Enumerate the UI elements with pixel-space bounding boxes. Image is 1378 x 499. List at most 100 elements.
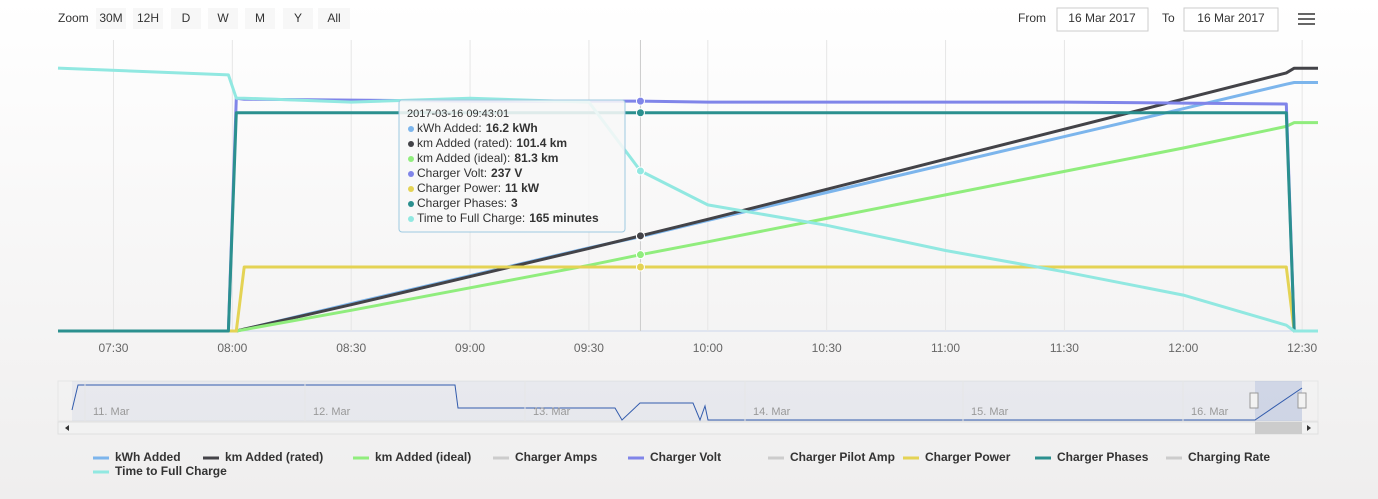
hover-marker [635,108,645,118]
legend-label: Charging Rate [1188,450,1270,464]
legend-label: km Added (rated) [225,450,323,464]
navigator-handle[interactable] [1297,392,1307,409]
legend-item[interactable]: km Added (rated) [203,450,323,464]
navigator-handle[interactable] [1249,392,1259,409]
tooltip-box [398,99,626,233]
hover-marker [635,96,645,106]
legend-label: km Added (ideal) [375,450,471,464]
hover-marker [635,262,645,272]
tooltip-label: Charger Volt: [417,166,487,180]
tooltip-row: km Added (rated): 101.4 km [417,136,567,150]
tooltip-value: 11 kW [505,181,540,195]
tooltip-bullet [408,216,414,222]
tooltip-label: Charger Power: [417,181,501,195]
legend-item[interactable]: Charger Power [903,450,1011,464]
series-line [58,121,1318,333]
legend-label: kWh Added [115,450,181,464]
legend-item[interactable]: kWh Added [93,450,181,464]
range-button-label: 30M [99,11,122,25]
tooltip-value: 165 minutes [529,211,599,225]
navigator-series [71,384,1303,422]
tooltip-row: Charger Phases: 3 [417,196,518,210]
tooltip-bullet [408,141,414,147]
navigator-label: 13. Mar [533,406,571,418]
legend-label: Charger Phases [1057,450,1149,464]
tooltip-bullet [408,156,414,162]
range-button-label: 12H [137,11,159,25]
legend-label: Charger Amps [515,450,598,464]
navigator-mask [72,381,1255,421]
tooltip-value: 101.4 km [516,136,567,150]
tooltip-value: 237 V [491,166,522,180]
range-button[interactable] [171,8,201,29]
from-label: From [1018,11,1046,25]
tooltip-row: kWh Added: 16.2 kWh [417,121,538,135]
tooltip-row: Time to Full Charge: 165 minutes [417,211,599,225]
to-label: To [1162,11,1175,25]
tooltip-label: Time to Full Charge: [417,211,525,225]
from-value: 16 Mar 2017 [1068,11,1136,25]
tooltip-value: 16.2 kWh [486,121,538,135]
range-button-label: Y [294,11,302,25]
series-line [57,66,1318,333]
x-tick-label: 12:00 [1168,341,1198,355]
legend-item[interactable]: Charger Pilot Amp [768,450,895,464]
range-button[interactable] [133,8,163,29]
range-button-label: D [182,11,191,25]
range-button [283,8,313,29]
navigator-label: 15. Mar [971,406,1009,418]
legend-item[interactable]: Charger Phases [1035,450,1149,464]
navigator-frame [57,380,1319,422]
scroll-left[interactable] [65,425,69,431]
scrollbar-thumb[interactable] [1255,422,1302,434]
tooltip-bullet [408,171,414,177]
to-input[interactable] [1183,7,1279,32]
tooltip-label: km Added (rated): [417,136,512,150]
tooltip-label: km Added (ideal): [417,151,510,165]
range-button [245,8,275,29]
hover-marker [635,250,645,260]
navigator-label: 16. Mar [1191,406,1229,418]
scroll-right[interactable] [1307,425,1311,431]
x-tick-label: 10:30 [812,341,842,355]
legend-label: Charger Volt [650,450,721,464]
tooltip-value: 3 [511,196,518,210]
legend-item[interactable]: Charger Amps [493,450,598,464]
range-button-label: M [255,11,265,25]
legend-label: Time to Full Charge [115,464,227,478]
menu-button[interactable] [1298,13,1315,25]
x-tick-label: 09:30 [574,341,604,355]
navigator-label: 12. Mar [313,406,351,418]
series-line [58,265,1318,333]
tooltip-label: kWh Added: [417,121,482,135]
tooltip-bullet [408,186,414,192]
x-tick-label: 09:00 [455,341,485,355]
legend-item[interactable]: Time to Full Charge [93,464,227,478]
x-tick-label: 08:00 [217,341,247,355]
navigator-label: 14. Mar [753,406,791,418]
hover-marker [635,231,645,241]
scrollbar[interactable] [57,421,1319,435]
tooltip-bullet [408,201,414,207]
x-tick-label: 12:30 [1287,341,1317,355]
x-tick-label: 07:30 [98,341,128,355]
from-input[interactable] [1056,7,1149,32]
legend-item[interactable]: Charger Volt [628,450,721,464]
range-button [208,8,238,29]
x-tick-label: 08:30 [336,341,366,355]
range-button-label: All [327,11,340,25]
legend-item[interactable]: Charging Rate [1166,450,1270,464]
legend-item[interactable]: km Added (ideal) [353,450,471,464]
range-button-label: W [217,11,229,25]
to-value: 16 Mar 2017 [1197,11,1265,25]
navigator-label: 11. Mar [93,406,130,418]
range-button[interactable] [318,8,350,29]
x-tick-label: 11:00 [931,341,960,355]
range-button[interactable] [96,8,126,29]
series-line [58,111,1318,333]
legend-label: Charger Power [925,450,1011,464]
tooltip-title: 2017-03-16 09:43:01 [407,108,509,120]
legend-label: Charger Pilot Amp [790,450,895,464]
tooltip-row: km Added (ideal): 81.3 km [417,151,558,165]
tooltip-row: Charger Power: 11 kW [417,181,540,195]
